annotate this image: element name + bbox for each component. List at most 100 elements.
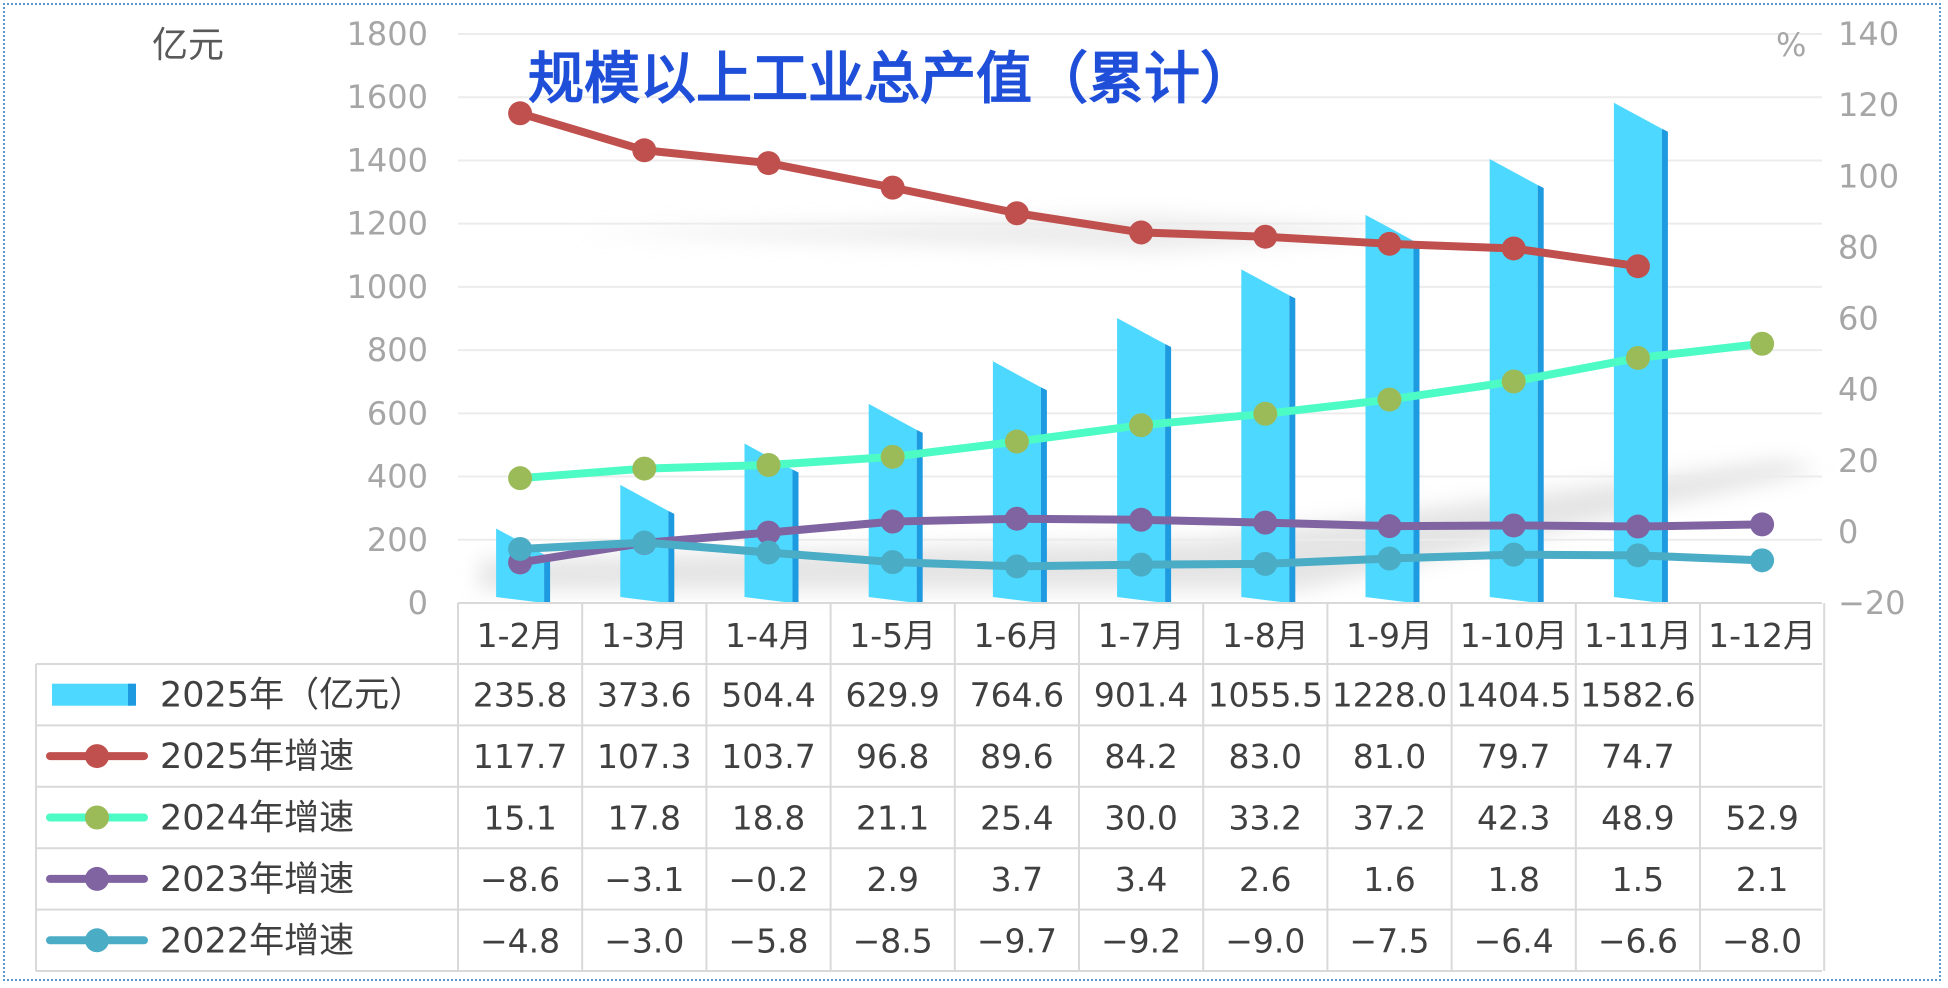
legend-label: 2024年增速 <box>160 799 354 839</box>
right-tick-label: −20 <box>1838 584 1906 622</box>
data-cell: 48.9 <box>1601 799 1674 838</box>
category-label: 1-6月 <box>973 616 1060 655</box>
series-marker <box>1750 331 1775 356</box>
series-marker <box>1129 413 1154 438</box>
series-marker <box>1625 543 1650 568</box>
legend-key-marker <box>85 805 109 830</box>
series-marker <box>508 536 533 561</box>
data-cell: 901.4 <box>1094 676 1188 715</box>
data-cell: 17.8 <box>608 799 681 838</box>
data-cell: −3.0 <box>604 921 684 960</box>
right-tick-label: 120 <box>1838 86 1899 124</box>
right-tick-label: 20 <box>1838 442 1879 480</box>
data-cell: −8.5 <box>853 921 933 960</box>
right-axis-unit: % <box>1776 26 1806 64</box>
category-label: 1-10月 <box>1460 616 1568 655</box>
category-label: 1-3月 <box>601 616 688 655</box>
right-tick-label: 140 <box>1838 15 1899 53</box>
left-tick-label: 400 <box>367 458 428 496</box>
data-cell: 81.0 <box>1353 737 1426 776</box>
left-tick-label: 1000 <box>347 268 428 306</box>
series-marker <box>756 540 781 565</box>
legend-key-bar <box>52 683 132 706</box>
legend-key-marker <box>85 866 109 891</box>
series-marker <box>1501 542 1526 567</box>
right-tick-label: 0 <box>1838 513 1858 551</box>
data-cell: 103.7 <box>721 737 815 776</box>
series-marker <box>508 466 533 491</box>
series-marker <box>1625 514 1650 539</box>
data-cell: 1.8 <box>1487 860 1539 899</box>
bar <box>1117 318 1166 603</box>
series-line-1 <box>516 109 1642 271</box>
left-tick-label: 1400 <box>347 141 428 179</box>
left-tick-label: 1200 <box>347 205 428 243</box>
data-cell: −3.1 <box>604 860 684 899</box>
bar-side <box>1040 387 1047 603</box>
data-cell: −9.7 <box>977 921 1057 960</box>
series-marker <box>1253 401 1278 426</box>
data-cell: −4.8 <box>480 921 560 960</box>
data-cell: 1055.5 <box>1208 676 1323 715</box>
bar-side <box>1413 240 1420 603</box>
data-cell: 3.7 <box>991 860 1043 899</box>
series-marker <box>1253 510 1278 535</box>
data-cell: 84.2 <box>1104 737 1177 776</box>
series-marker <box>1004 506 1029 531</box>
data-cell: 1404.5 <box>1456 676 1571 715</box>
series-marker <box>508 101 533 126</box>
series-marker <box>632 530 657 555</box>
category-label: 1-2月 <box>477 616 564 655</box>
data-cell: 107.3 <box>597 737 691 776</box>
data-cell: 2.6 <box>1239 860 1291 899</box>
data-cell: 764.6 <box>970 676 1064 715</box>
data-cell: −9.0 <box>1225 921 1305 960</box>
legend-label: 2022年增速 <box>160 921 354 961</box>
left-tick-label: 200 <box>367 521 428 559</box>
series-marker <box>1501 513 1526 538</box>
series-marker <box>1377 387 1402 412</box>
data-cell: 1228.0 <box>1332 676 1447 715</box>
data-cell: 52.9 <box>1725 799 1798 838</box>
series-marker <box>1625 345 1650 370</box>
series-marker <box>756 453 781 478</box>
bar-side <box>544 554 551 603</box>
series-marker <box>1377 514 1402 539</box>
data-cell: 504.4 <box>721 676 815 715</box>
series-marker <box>1129 220 1154 245</box>
data-cell: 3.4 <box>1115 860 1167 899</box>
left-axis-unit: 亿元 <box>152 25 224 66</box>
data-cell: −6.4 <box>1474 921 1554 960</box>
category-label: 1-8月 <box>1222 616 1309 655</box>
category-label: 1-11月 <box>1584 616 1692 655</box>
series-marker <box>1253 224 1278 249</box>
category-label: 1-7月 <box>1098 616 1185 655</box>
right-tick-label: 40 <box>1838 371 1879 409</box>
series-marker <box>632 456 657 481</box>
legend-label: 2025年增速 <box>160 737 354 777</box>
data-cell: 25.4 <box>980 799 1053 838</box>
bar-side <box>792 469 799 603</box>
series-marker <box>1129 507 1154 532</box>
data-cell: 1.5 <box>1612 860 1664 899</box>
series-marker <box>1501 236 1526 261</box>
bar-side <box>1289 295 1296 603</box>
data-cell: 42.3 <box>1477 799 1550 838</box>
legend-label: 2023年增速 <box>160 860 354 900</box>
right-tick-label: 60 <box>1838 300 1879 338</box>
data-cell: 74.7 <box>1601 737 1674 776</box>
chart-frame <box>3 3 1941 981</box>
data-cell: 89.6 <box>980 737 1053 776</box>
category-label: 1-4月 <box>725 616 812 655</box>
series-marker <box>1004 554 1029 579</box>
legend-label: 2025年（亿元） <box>160 676 424 716</box>
left-tick-label: 1800 <box>347 15 428 53</box>
data-cell: −6.6 <box>1598 921 1678 960</box>
data-cell: 83.0 <box>1229 737 1302 776</box>
data-cell: −9.2 <box>1101 921 1181 960</box>
data-cell: −0.2 <box>728 860 808 899</box>
data-cell: 37.2 <box>1353 799 1426 838</box>
series-marker <box>880 550 905 575</box>
right-tick-label: 80 <box>1838 228 1879 266</box>
